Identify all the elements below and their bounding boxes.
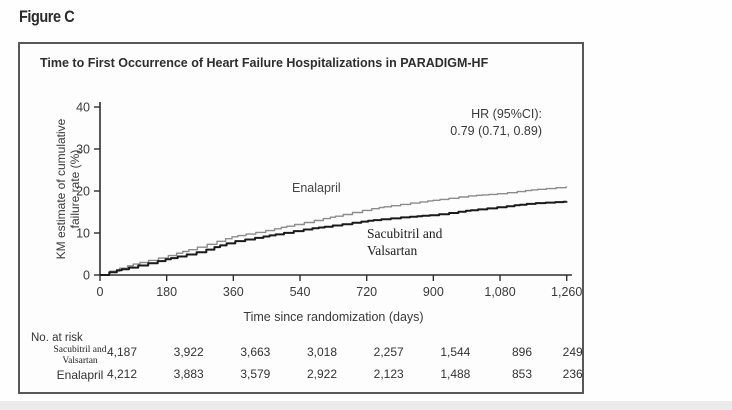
y-tick-label: 30 xyxy=(76,143,90,157)
curve-label-sacubitril-line2: Valsartan xyxy=(367,243,418,258)
risk-value: 2,922 xyxy=(306,367,338,381)
risk-value: 236 xyxy=(562,367,583,381)
risk-value: 4,187 xyxy=(106,345,138,359)
curve-label-sacubitril-valsartan: Sacubitril and Valsartan xyxy=(367,225,442,259)
x-axis-label: Time since randomization (days) xyxy=(243,310,424,324)
x-tick-label: 540 xyxy=(290,285,311,299)
x-tick-label: 360 xyxy=(223,285,244,299)
figure-box: Time to First Occurrence of Heart Failur… xyxy=(18,42,584,394)
x-tick-label: 180 xyxy=(156,285,177,299)
risk-table-heading: No. at risk xyxy=(31,332,83,344)
risk-value: 853 xyxy=(512,367,533,381)
y-tick-label: 40 xyxy=(76,101,90,115)
risk-row-label-enalapril: Enalapril xyxy=(56,368,104,382)
figure-label: Figure C xyxy=(19,7,75,26)
hr-annotation-line1: HR (95%CI): xyxy=(471,107,542,121)
risk-value: 896 xyxy=(512,345,533,359)
curve-label-sacubitril-line1: Sacubitril and xyxy=(367,226,443,241)
x-tick-label: 1,080 xyxy=(484,285,515,299)
curve-label-enalapril: Enalapril xyxy=(292,181,341,195)
risk-value: 2,123 xyxy=(373,367,404,381)
x-tick-label: 720 xyxy=(356,285,377,299)
x-tick-label: 0 xyxy=(97,285,104,299)
y-tick-label: 0 xyxy=(83,269,90,283)
y-axis-label: KM estimate of cumulative failure rate (… xyxy=(54,89,82,289)
hr-annotation: HR (95%CI): 0.79 (0.71, 0.89) xyxy=(350,106,542,140)
series-enalapril xyxy=(100,186,568,276)
risk-row-label-sacubitril-valsartan: Sacubitril and Valsartan xyxy=(53,345,107,366)
y-tick-label: 20 xyxy=(76,185,90,199)
risk-value: 3,883 xyxy=(173,367,204,381)
risk-value: 249 xyxy=(562,345,583,359)
y-axis-label-line2: failure rate (%) xyxy=(68,149,82,229)
hr-annotation-line2: 0.79 (0.71, 0.89) xyxy=(450,124,542,138)
km-chart: 0 10 20 30 40 0 180 360 540 720 900 1,080 1,260 xyxy=(76,101,582,300)
risk-value: 3,018 xyxy=(306,345,338,359)
risk-value: 3,922 xyxy=(173,345,204,359)
x-tick-label: 1,260 xyxy=(551,285,582,299)
y-axis-label-line1: KM estimate of cumulative xyxy=(54,118,68,260)
risk-value: 1,544 xyxy=(440,345,471,359)
risk-value: 2,257 xyxy=(373,345,404,359)
y-tick-label: 10 xyxy=(76,227,90,241)
risk-value: 4,212 xyxy=(106,367,138,381)
risk-value: 3,663 xyxy=(240,345,271,359)
chart-title: Time to First Occurrence of Heart Failur… xyxy=(40,56,489,70)
x-tick-label: 900 xyxy=(423,285,444,299)
risk-value: 3,579 xyxy=(240,367,271,381)
series-sacubitril-and-valsartan xyxy=(100,200,568,276)
risk-value: 1,488 xyxy=(440,367,471,381)
page-bottom-strip xyxy=(0,401,732,410)
